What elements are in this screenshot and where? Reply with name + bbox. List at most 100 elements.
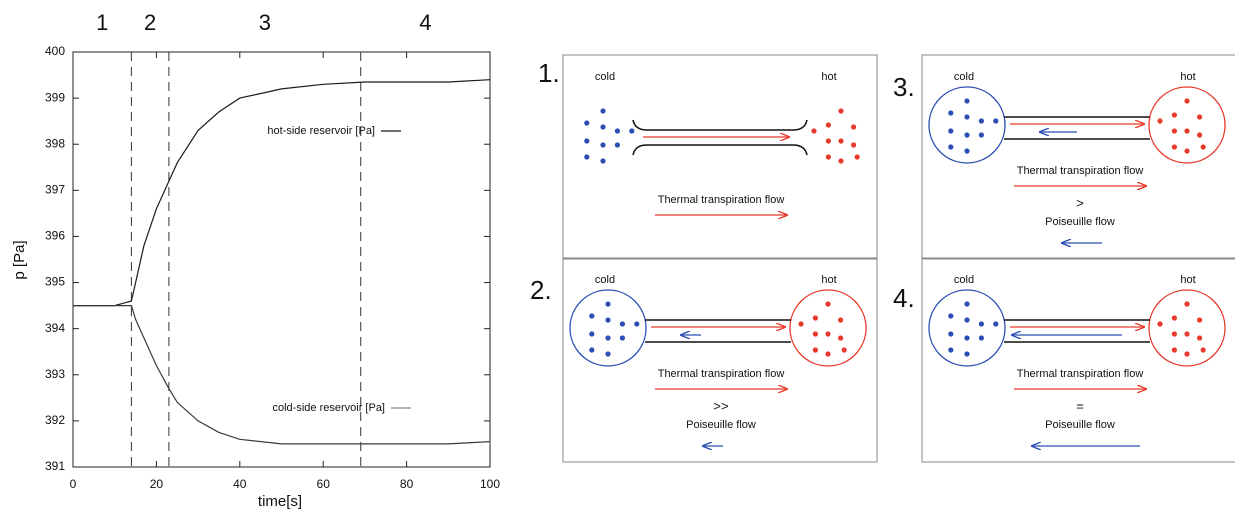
relation-label: > xyxy=(1076,195,1084,210)
hot-molecule xyxy=(825,154,832,160)
y-tick-label: 398 xyxy=(45,136,65,150)
hot-molecule xyxy=(1184,331,1190,337)
x-tick-label: 100 xyxy=(480,477,500,491)
panel-frame xyxy=(562,257,878,463)
cold-molecule xyxy=(605,351,611,357)
cold-molecule xyxy=(978,118,985,124)
y-axis-label: p [Pa] xyxy=(11,240,28,279)
panel-number: 4. xyxy=(893,283,915,313)
x-tick-label: 40 xyxy=(233,477,247,491)
hot-reservoir xyxy=(1148,289,1226,367)
panel-number: 2. xyxy=(530,275,552,305)
x-axis-label: time[s] xyxy=(258,493,302,510)
y-tick-label: 400 xyxy=(45,44,65,58)
flow-label: Thermal transpiration flow xyxy=(1017,165,1144,177)
hot-molecule xyxy=(1184,301,1190,307)
counterflow-label: Poiseuille flow xyxy=(1045,419,1115,431)
hot-label: hot xyxy=(821,274,836,286)
hot-molecule xyxy=(838,138,844,144)
y-tick-label: 399 xyxy=(45,90,65,104)
hot-molecule xyxy=(1197,317,1203,323)
data-line xyxy=(73,305,491,445)
hot-molecule xyxy=(1200,144,1206,150)
cold-molecule xyxy=(948,128,954,134)
legend-label: cold-side reservoir [Pa] xyxy=(273,402,386,414)
cold-molecule xyxy=(634,321,640,327)
cold-molecule xyxy=(589,331,595,337)
hot-molecule xyxy=(825,122,832,128)
cold-molecule xyxy=(584,154,590,160)
hot-molecule xyxy=(825,301,831,307)
cold-label: cold xyxy=(595,71,615,83)
hot-molecule xyxy=(1157,118,1163,124)
hot-molecule xyxy=(838,108,844,114)
hot-molecule xyxy=(812,331,819,337)
hot-molecule xyxy=(1171,128,1177,134)
panel-frame xyxy=(921,257,1235,463)
relation-label: >> xyxy=(713,398,728,413)
cold-molecule xyxy=(964,148,970,154)
cold-molecule xyxy=(964,98,970,104)
cold-molecule xyxy=(619,321,626,327)
flow-label: Thermal transpiration flow xyxy=(1017,368,1144,380)
cold-molecule xyxy=(614,142,621,148)
hot-molecule xyxy=(1171,144,1177,150)
cold-molecule xyxy=(600,108,606,114)
hot-molecule xyxy=(838,335,844,341)
x-tick-label: 20 xyxy=(150,477,164,491)
cold-molecule xyxy=(978,132,985,138)
hot-molecule xyxy=(1184,351,1190,357)
hot-label: hot xyxy=(1180,71,1195,83)
y-tick-label: 397 xyxy=(45,183,65,197)
hot-molecule xyxy=(1200,347,1206,353)
cold-molecule xyxy=(614,128,621,134)
hot-molecule xyxy=(851,142,857,148)
hot-molecule xyxy=(1157,321,1163,327)
hot-molecule xyxy=(825,351,831,357)
cold-molecule xyxy=(629,128,635,134)
hot-molecule xyxy=(811,128,817,134)
cold-molecule xyxy=(605,317,611,323)
cold-molecule xyxy=(978,321,985,327)
cold-molecule xyxy=(948,331,954,337)
panel-number: 1. xyxy=(538,58,560,88)
panel-frame xyxy=(562,54,878,260)
cold-molecule xyxy=(619,335,626,341)
cold-label: cold xyxy=(595,274,615,286)
hot-molecule xyxy=(1171,112,1177,118)
counterflow-label: Poiseuille flow xyxy=(1045,216,1115,228)
flow-label: Thermal transpiration flow xyxy=(658,194,785,206)
y-tick-label: 396 xyxy=(45,229,65,243)
counterflow-label: Poiseuille flow xyxy=(686,419,756,431)
cold-reservoir xyxy=(928,289,1006,367)
hot-molecule xyxy=(841,347,847,353)
cold-molecule xyxy=(600,158,606,164)
y-tick-label: 395 xyxy=(45,275,65,289)
hot-reservoir xyxy=(789,289,867,367)
hot-molecule xyxy=(825,138,832,144)
hot-molecule xyxy=(838,317,844,323)
hot-molecule xyxy=(838,158,844,164)
cold-molecule xyxy=(948,144,954,150)
hot-molecule xyxy=(825,331,831,337)
cold-molecule xyxy=(993,321,999,327)
panel-number: 3. xyxy=(893,72,915,102)
cold-molecule xyxy=(964,335,970,341)
cold-molecule xyxy=(589,313,595,319)
hot-molecule xyxy=(854,154,860,160)
phase-label: 2 xyxy=(144,10,156,35)
hot-molecule xyxy=(1197,335,1203,341)
hot-molecule xyxy=(1171,331,1177,337)
y-tick-label: 391 xyxy=(45,459,65,473)
plot-frame xyxy=(72,51,491,468)
cold-molecule xyxy=(978,335,985,341)
cold-molecule xyxy=(964,301,970,307)
panel-frame xyxy=(921,54,1235,260)
cold-reservoir xyxy=(928,86,1006,164)
cold-reservoir xyxy=(569,289,647,367)
cold-label: cold xyxy=(954,71,974,83)
cold-molecule xyxy=(605,301,611,307)
cold-molecule xyxy=(948,313,954,319)
cold-molecule xyxy=(589,347,595,353)
